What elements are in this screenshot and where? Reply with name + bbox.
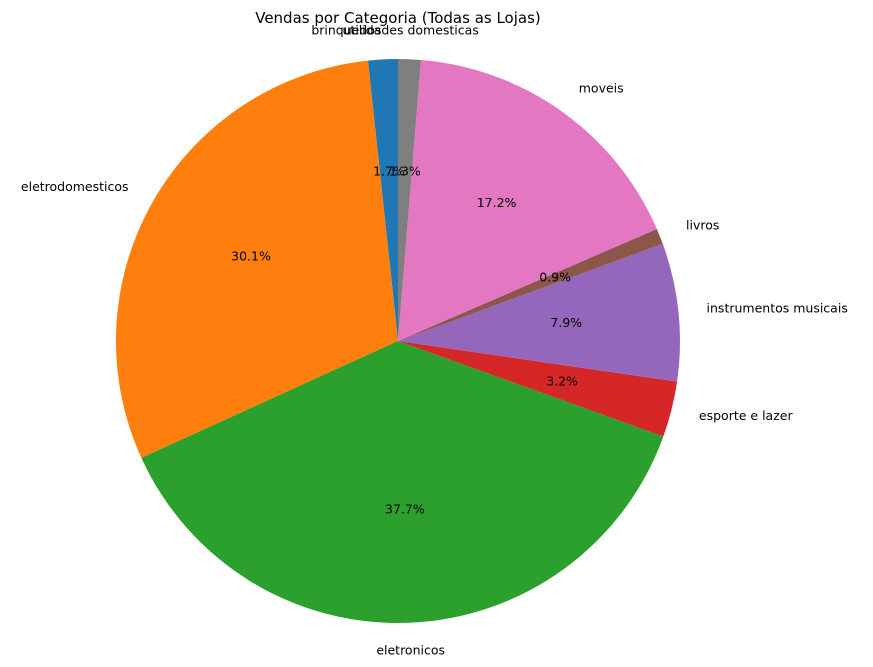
slice-percent-0: 1.7% (373, 164, 405, 179)
slice-labels: brinquedos eletrodomesticos eletronicos esp… (21, 23, 848, 658)
pie-slice-7 (398, 59, 422, 341)
slice-label-3: esporte e lazer (699, 408, 794, 423)
pie-slice-4 (398, 243, 680, 382)
slice-percent-6: 17.2% (477, 195, 517, 210)
pie-slice-3 (398, 341, 678, 437)
slice-label-1: eletrodomesticos (21, 179, 129, 194)
pie-slice-6 (398, 59, 657, 341)
slice-label-4: instrumentos musicais (707, 300, 848, 315)
slice-percent-4: 7.9% (550, 315, 582, 330)
chart-title: Vendas por Categoria (Todas as Lojas) (255, 9, 541, 27)
pie-slice-5 (398, 229, 663, 341)
slice-percent-labels: 1.7% 30.1% 37.7% 3.2% 7.9% 0.9% 17.2% 1.3% (231, 163, 582, 516)
pie-slices (115, 59, 680, 623)
pie-slice-1 (115, 60, 398, 458)
slice-percent-2: 37.7% (385, 502, 425, 517)
slice-label-2: eletronicos (376, 642, 445, 657)
slice-label-7: utilidades domesticas (343, 23, 479, 38)
slice-percent-7: 1.3% (389, 163, 421, 178)
pie-slice-0 (367, 59, 398, 341)
slice-percent-5: 0.9% (539, 270, 571, 285)
slice-percent-1: 30.1% (231, 249, 271, 264)
slice-label-6: moveis (579, 80, 624, 95)
slice-percent-3: 3.2% (546, 374, 578, 389)
slice-label-0: brinquedos (311, 23, 381, 38)
slice-label-5: livros (686, 217, 719, 232)
pie-slice-2 (141, 341, 664, 623)
